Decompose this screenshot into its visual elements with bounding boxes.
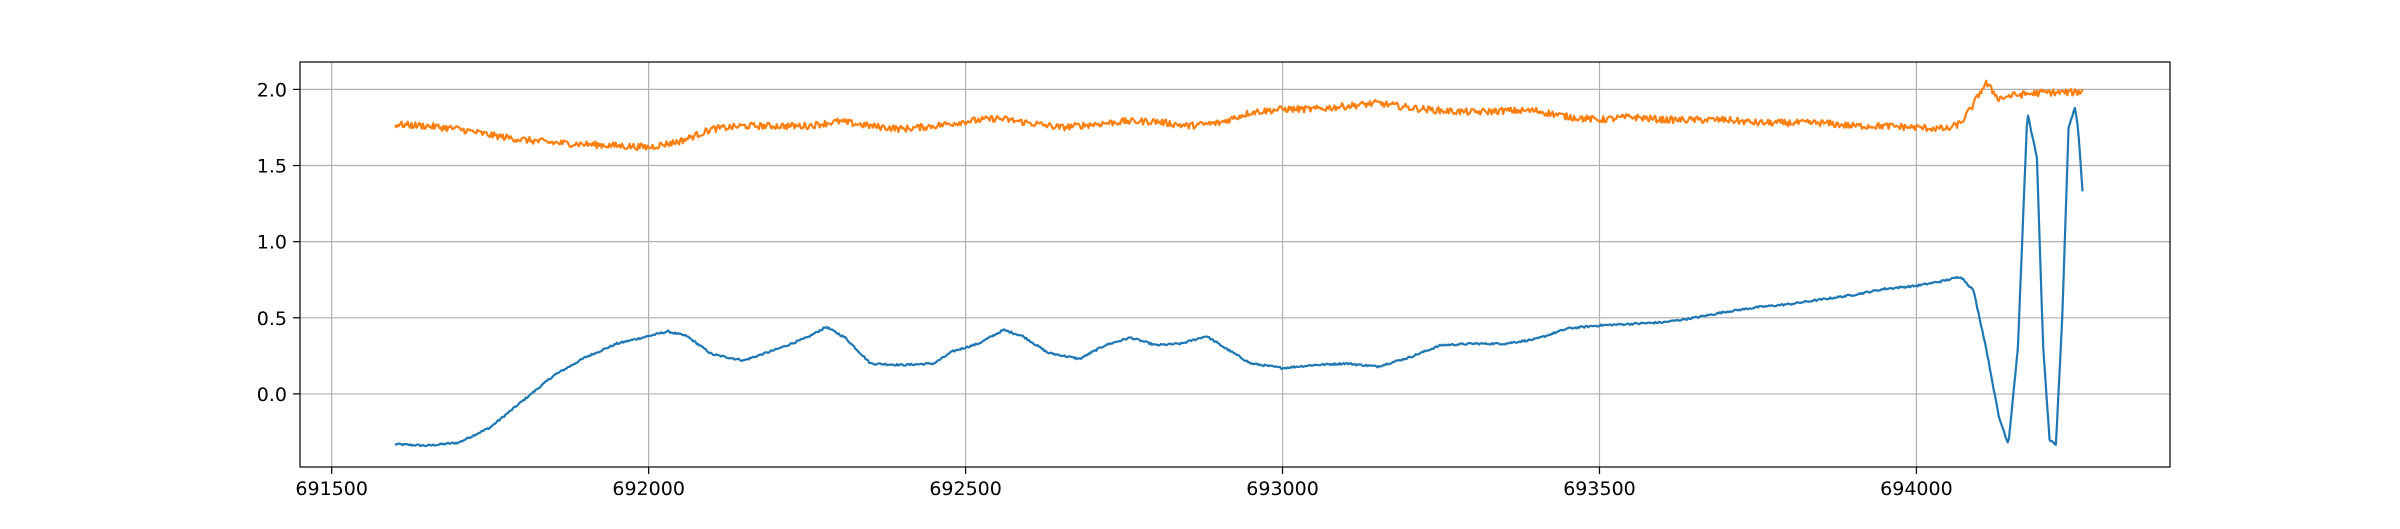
plot-frame: [299, 61, 2171, 468]
x-tick-label: 692500: [929, 478, 1002, 500]
x-tick-label: 693000: [1246, 478, 1319, 500]
series-line-1: [394, 106, 2084, 448]
series-lines: [394, 79, 2084, 448]
y-axis-ticks: 0.0 0.5 1.0 1.5 2.0: [257, 79, 300, 406]
series-line-2: [394, 79, 2084, 152]
y-tick-label: 2.0: [257, 79, 287, 101]
y-tick-label: 1.5: [257, 156, 287, 178]
x-tick-label: 692000: [612, 478, 685, 500]
y-tick-label: 0.5: [257, 308, 287, 330]
x-axis-ticks: 691500 692000 692500 693000 693500 694000: [295, 467, 1953, 500]
y-tick-label: 0.0: [257, 384, 287, 406]
y-tick-label: 1.0: [257, 232, 287, 254]
grid-lines: [300, 62, 2170, 467]
x-tick-label: 693500: [1563, 478, 1636, 500]
x-tick-label: 694000: [1880, 478, 1953, 500]
x-tick-label: 691500: [295, 478, 368, 500]
